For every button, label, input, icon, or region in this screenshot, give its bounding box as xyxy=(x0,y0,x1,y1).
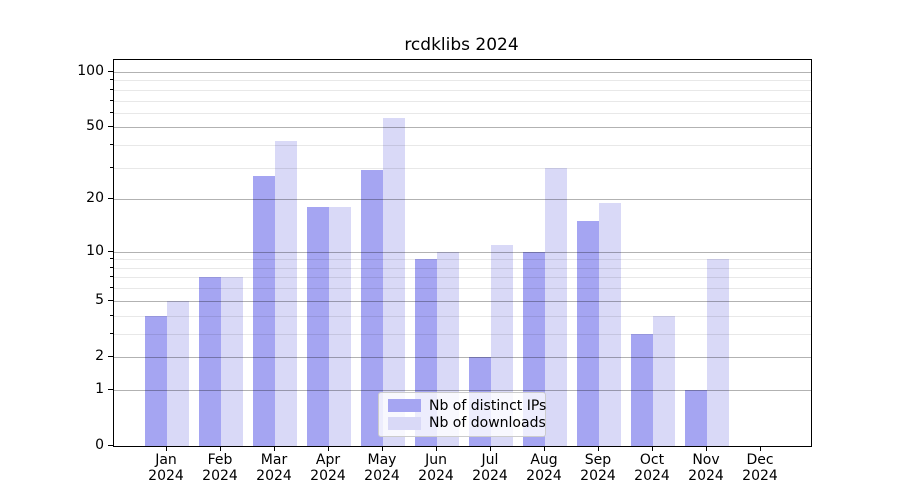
y-axis-minor-tick xyxy=(110,88,113,90)
x-axis-tick xyxy=(328,447,329,451)
bar-jan-ips xyxy=(145,315,167,446)
gridline-minor xyxy=(114,259,811,261)
x-axis-label: Jan 2024 xyxy=(148,452,184,484)
y-axis-minor-tick xyxy=(110,111,113,113)
y-axis-label: 10 xyxy=(86,242,104,259)
gridline-major xyxy=(114,389,811,391)
y-axis-tick xyxy=(108,388,113,390)
bar-may-downloads xyxy=(383,118,405,446)
bar-nov-downloads xyxy=(707,259,729,446)
x-axis-tick xyxy=(382,447,383,451)
gridline-minor xyxy=(114,80,811,82)
gridline-minor xyxy=(114,112,811,114)
y-axis-minor-tick xyxy=(110,79,113,81)
gridline-minor xyxy=(114,277,811,279)
y-axis-minor-tick xyxy=(110,258,113,260)
gridline-minor xyxy=(114,145,811,146)
x-axis-label: May 2024 xyxy=(364,452,400,484)
x-axis-label: Sep 2024 xyxy=(580,452,616,484)
bar-apr-ips xyxy=(307,207,329,446)
gridline-major xyxy=(114,71,811,73)
bar-nov-ips xyxy=(685,389,707,446)
bar-mar-ips xyxy=(253,175,275,446)
x-axis-tick xyxy=(544,447,545,451)
y-axis-minor-tick xyxy=(110,166,113,168)
x-axis-label: Oct 2024 xyxy=(634,452,670,484)
y-axis-label: 100 xyxy=(77,62,104,79)
x-axis-tick xyxy=(652,447,653,451)
bar-mar-downloads xyxy=(275,141,297,446)
y-axis-minor-tick xyxy=(110,276,113,278)
bar-oct-ips xyxy=(631,333,653,446)
x-axis-label: Feb 2024 xyxy=(202,452,238,484)
y-axis-minor-tick xyxy=(110,314,113,316)
y-axis-minor-tick xyxy=(110,99,113,101)
x-axis-label: Aug 2024 xyxy=(526,452,562,484)
y-axis-label: 2 xyxy=(95,348,104,364)
legend-swatch-downloads xyxy=(388,416,421,430)
gridline-major xyxy=(114,199,811,201)
gridline-minor xyxy=(114,267,811,269)
legend-label-distinct-ips: Nb of distinct IPs xyxy=(429,397,547,414)
y-axis-label: 1 xyxy=(95,380,104,397)
x-axis-tick xyxy=(598,447,599,451)
chart-title: rcdklibs 2024 xyxy=(404,35,519,55)
x-axis-tick xyxy=(436,447,437,451)
plot-area xyxy=(113,59,812,447)
bar-feb-downloads xyxy=(221,277,243,446)
y-axis-tick xyxy=(108,299,113,301)
bar-feb-ips xyxy=(199,277,221,446)
gridline-minor xyxy=(114,89,811,91)
legend-item-distinct-ips: Nb of distinct IPs xyxy=(388,398,546,414)
x-axis-label: Nov 2024 xyxy=(688,452,724,484)
gridline-minor xyxy=(114,167,811,169)
legend-item-downloads: Nb of downloads xyxy=(388,415,546,431)
bar-jan-downloads xyxy=(167,300,189,446)
x-axis-label: Mar 2024 xyxy=(256,452,292,484)
x-axis-tick xyxy=(220,447,221,451)
y-axis-tick xyxy=(108,356,113,357)
bar-may-ips xyxy=(361,170,383,446)
x-axis-tick xyxy=(274,447,275,451)
gridline-major xyxy=(114,300,811,302)
y-axis-tick xyxy=(108,126,113,128)
x-axis-tick xyxy=(760,447,761,451)
gridline-minor xyxy=(114,315,811,317)
bar-oct-downloads xyxy=(653,315,675,446)
gridline-minor xyxy=(114,100,811,102)
y-axis-label: 20 xyxy=(86,190,104,207)
bar-aug-downloads xyxy=(545,167,567,446)
y-axis-minor-tick xyxy=(110,332,113,334)
gridline-minor xyxy=(114,333,811,335)
bar-apr-downloads xyxy=(329,207,351,446)
y-axis-label: 50 xyxy=(86,118,104,135)
x-axis-tick xyxy=(706,447,707,451)
x-axis-label: Jun 2024 xyxy=(418,452,454,484)
y-axis-tick xyxy=(108,198,113,200)
y-axis-tick xyxy=(108,70,113,72)
y-axis-tick xyxy=(108,445,113,446)
gridline-major xyxy=(114,357,811,358)
bar-sep-downloads xyxy=(599,203,621,446)
y-axis-minor-tick xyxy=(110,287,113,289)
x-axis-label: Apr 2024 xyxy=(310,452,346,484)
y-axis-label: 5 xyxy=(95,291,104,308)
gridline-minor xyxy=(114,288,811,290)
legend-label-downloads: Nb of downloads xyxy=(429,415,546,432)
y-axis-tick xyxy=(108,250,113,252)
legend: Nb of distinct IPs Nb of downloads xyxy=(378,392,546,437)
y-axis-label: 0 xyxy=(95,437,104,453)
x-axis-tick xyxy=(490,447,491,451)
x-axis-label: Dec 2024 xyxy=(742,452,778,484)
x-axis-label: Jul 2024 xyxy=(472,452,508,484)
y-axis-minor-tick xyxy=(110,266,113,268)
gridline-major xyxy=(114,127,811,129)
bar-sep-ips xyxy=(577,221,599,446)
gridline-major xyxy=(114,251,811,253)
legend-swatch-distinct-ips xyxy=(388,399,421,413)
y-axis-minor-tick xyxy=(110,144,113,145)
x-axis-tick xyxy=(166,447,167,451)
